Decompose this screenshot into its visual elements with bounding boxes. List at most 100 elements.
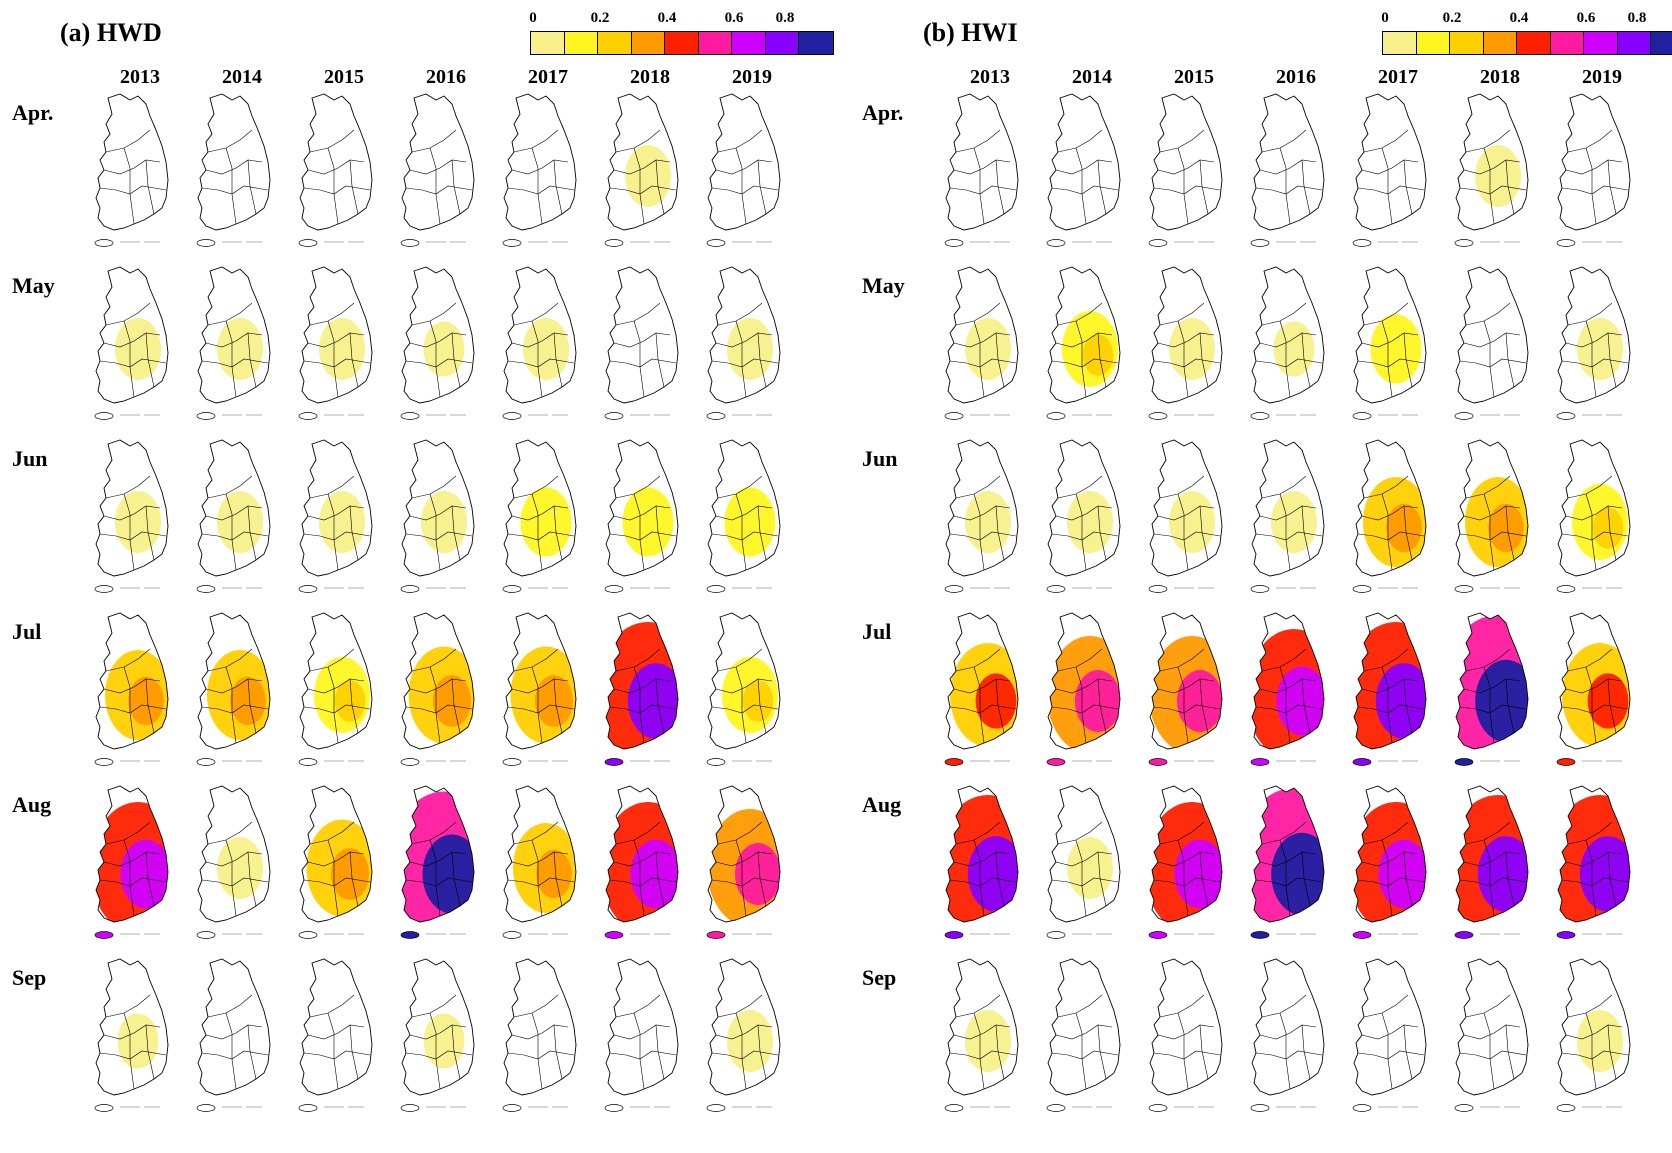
colorbar-swatch [564, 32, 598, 54]
colorbar-swatch [531, 32, 565, 54]
year-label: 2018 [630, 66, 670, 88]
map-tile [298, 93, 373, 247]
map-tile [1250, 785, 1325, 939]
panel-title-hwi: (b) HWI [923, 18, 1018, 47]
colorbar-swatch [1617, 32, 1651, 54]
month-label: Sep [12, 965, 47, 990]
year-label: 2016 [1276, 66, 1316, 88]
map-tile [400, 785, 475, 939]
map-tile [944, 612, 1019, 766]
map-tile [604, 958, 679, 1112]
month-label: Aug [12, 792, 52, 817]
map-tile [196, 266, 271, 420]
map-tile [400, 266, 475, 420]
map-tile [1148, 439, 1223, 593]
map-tile [1148, 93, 1223, 247]
map-tile [1046, 612, 1121, 766]
map-tile [604, 266, 679, 420]
map-tile [1352, 266, 1427, 420]
map-tile [1556, 612, 1631, 766]
month-label: Aug [862, 792, 902, 817]
map-tile [1148, 958, 1223, 1112]
map-tile [400, 612, 475, 766]
map-tile [298, 612, 373, 766]
colorbar-tick: 0.4 [1509, 10, 1529, 26]
colorbar-tick: 0.8 [1627, 10, 1647, 26]
month-label: Apr. [862, 100, 904, 125]
colorbar-swatch [698, 32, 732, 54]
year-label: 2013 [120, 66, 160, 88]
map-tile [706, 93, 781, 247]
month-label: Jul [12, 619, 42, 644]
map-tile [400, 958, 475, 1112]
map-tile [1454, 612, 1529, 766]
map-tile [196, 93, 271, 247]
map-tile [298, 785, 373, 939]
map-tile [1556, 958, 1631, 1112]
map-tile [1454, 958, 1529, 1112]
map-tile [94, 266, 169, 420]
month-label: Jun [862, 446, 898, 471]
map-tile [1454, 93, 1529, 247]
year-label: 2014 [1072, 66, 1112, 88]
map-tile [1454, 266, 1529, 420]
year-label: 2019 [732, 66, 772, 88]
colorbar-swatch [1450, 32, 1484, 54]
year-label: 2014 [222, 66, 262, 88]
map-tile [1250, 612, 1325, 766]
panel-title-hwd: (a) HWD [60, 18, 162, 47]
year-label: 2017 [528, 66, 568, 88]
colorbar-tick: 0 [1381, 10, 1389, 26]
colorbar-hwd [530, 31, 834, 55]
colorbar-swatch [631, 32, 665, 54]
map-tile [1148, 785, 1223, 939]
map-tile [400, 93, 475, 247]
map-tile [604, 612, 679, 766]
colorbar-tick: 0.4 [657, 10, 677, 26]
map-tile [604, 785, 679, 939]
map-tile [196, 439, 271, 593]
map-tile [1148, 266, 1223, 420]
colorbar-tick: 0.6 [1576, 10, 1596, 26]
map-tile [944, 785, 1019, 939]
map-tile [1046, 958, 1121, 1112]
map-tile [94, 93, 169, 247]
month-label: Jul [862, 619, 892, 644]
map-tile [1250, 439, 1325, 593]
colorbar-tick: 0.8 [775, 10, 795, 26]
map-tile [1046, 93, 1121, 247]
map-tile [1250, 93, 1325, 247]
map-tile [1454, 785, 1529, 939]
year-label: 2016 [426, 66, 466, 88]
map-tile [1352, 958, 1427, 1112]
map-tile [298, 958, 373, 1112]
month-label: May [862, 273, 905, 298]
colorbar-swatch [598, 32, 632, 54]
year-label: 2018 [1480, 66, 1520, 88]
map-tile [1556, 266, 1631, 420]
colorbar-swatch [732, 32, 766, 54]
map-tile [1046, 266, 1121, 420]
map-tile [400, 439, 475, 593]
map-tile [502, 612, 577, 766]
map-tile [94, 958, 169, 1112]
map-tile [1352, 93, 1427, 247]
map-tile [196, 958, 271, 1112]
map-tile [298, 439, 373, 593]
colorbar-swatch [1651, 32, 1672, 54]
year-label: 2019 [1582, 66, 1622, 88]
colorbar-tick: 0.2 [1442, 10, 1462, 26]
map-tile [1352, 439, 1427, 593]
map-tile [94, 612, 169, 766]
map-tile [502, 266, 577, 420]
colorbar-tick: 0.2 [590, 10, 610, 26]
month-label: Apr. [12, 100, 54, 125]
colorbar-swatch [765, 32, 799, 54]
map-tile [604, 439, 679, 593]
year-label: 2015 [1174, 66, 1214, 88]
colorbar-hwi [1382, 31, 1672, 55]
month-label: Sep [862, 965, 897, 990]
colorbar-swatch [665, 32, 699, 54]
map-tile [1046, 439, 1121, 593]
